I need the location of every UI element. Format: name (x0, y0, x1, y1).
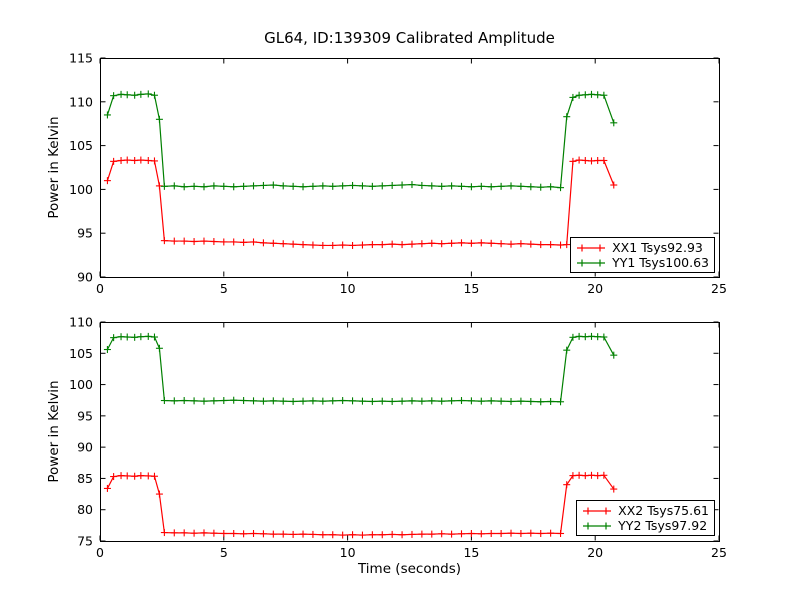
svg-text:85: 85 (77, 471, 93, 486)
legend-top: XX1 Tsys92.93 YY1 Tsys100.63 (570, 237, 715, 273)
svg-text:20: 20 (587, 281, 603, 296)
svg-text:0: 0 (96, 545, 104, 560)
line-marker-icon (583, 507, 612, 514)
svg-text:90: 90 (77, 270, 93, 285)
svg-text:105: 105 (69, 138, 93, 153)
svg-text:80: 80 (77, 502, 93, 517)
svg-text:10: 10 (340, 281, 356, 296)
svg-text:110: 110 (69, 94, 93, 109)
figure-title: GL64, ID:139309 Calibrated Amplitude (264, 29, 555, 47)
svg-text:25: 25 (711, 281, 727, 296)
legend-entry-xx2: XX2 Tsys75.61 (582, 503, 709, 518)
svg-text:100: 100 (69, 377, 93, 392)
line-marker-icon (577, 244, 606, 251)
legend-label: XX1 Tsys92.93 (612, 240, 703, 255)
svg-text:10: 10 (340, 545, 356, 560)
svg-text:95: 95 (77, 226, 93, 241)
svg-text:0: 0 (96, 281, 104, 296)
y-axis-label-top: Power in Kelvin (46, 116, 62, 219)
line-marker-icon (577, 259, 606, 266)
legend-label: XX2 Tsys75.61 (618, 503, 709, 518)
legend-bottom: XX2 Tsys75.61 YY2 Tsys97.92 (576, 500, 715, 536)
line-marker-icon (583, 522, 612, 529)
svg-text:115: 115 (69, 51, 93, 66)
svg-text:15: 15 (463, 281, 479, 296)
svg-text:90: 90 (77, 440, 93, 455)
legend-entry-yy1: YY1 Tsys100.63 (576, 255, 709, 270)
svg-text:20: 20 (587, 545, 603, 560)
svg-text:95: 95 (77, 408, 93, 423)
svg-text:5: 5 (220, 545, 228, 560)
x-axis-label: Time (seconds) (357, 561, 462, 577)
svg-text:25: 25 (711, 545, 727, 560)
svg-text:5: 5 (220, 281, 228, 296)
svg-text:105: 105 (69, 346, 93, 361)
legend-entry-xx1: XX1 Tsys92.93 (576, 240, 709, 255)
svg-text:110: 110 (69, 315, 93, 330)
y-axis-label-bottom: Power in Kelvin (46, 380, 62, 483)
legend-entry-yy2: YY2 Tsys97.92 (582, 518, 709, 533)
svg-text:75: 75 (77, 534, 93, 549)
legend-label: YY2 Tsys97.92 (618, 518, 708, 533)
legend-label: YY1 Tsys100.63 (612, 255, 709, 270)
svg-text:15: 15 (463, 545, 479, 560)
svg-text:100: 100 (69, 182, 93, 197)
